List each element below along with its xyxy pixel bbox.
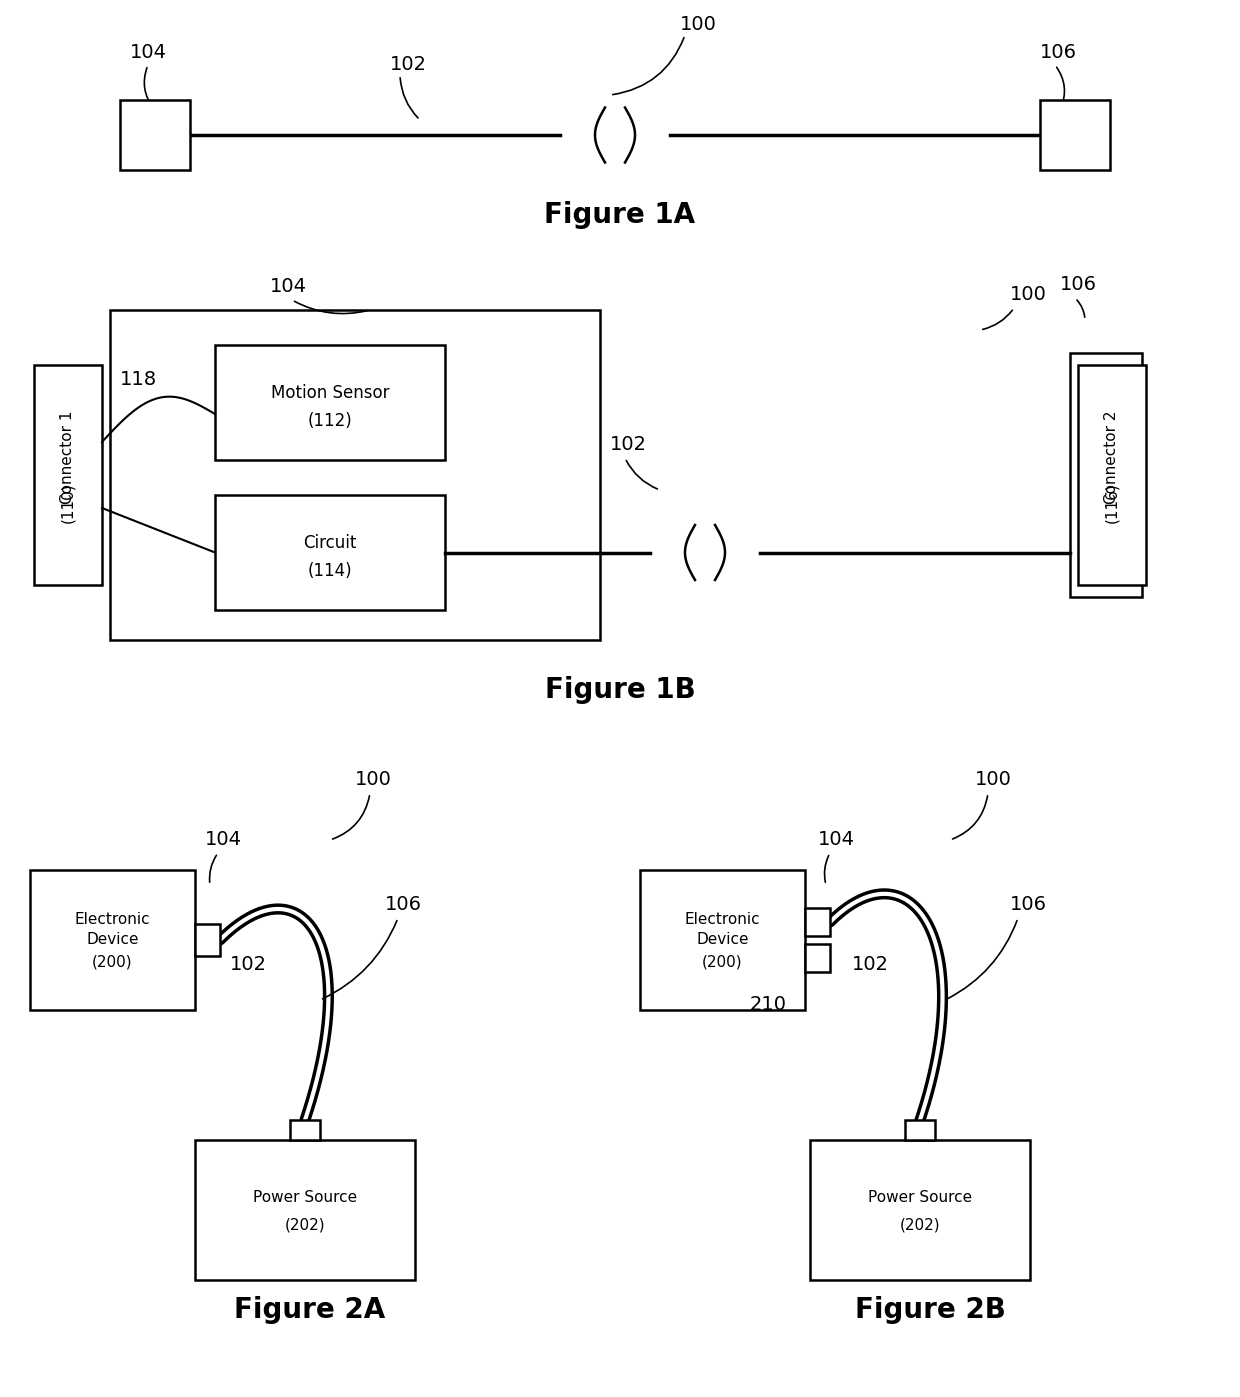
Bar <box>1040 101 1110 170</box>
Text: 106: 106 <box>384 895 422 914</box>
Bar <box>640 870 805 1010</box>
Bar <box>805 944 830 972</box>
Text: 210: 210 <box>750 995 787 1014</box>
Text: 102: 102 <box>229 956 267 974</box>
Bar <box>810 1140 1030 1280</box>
Bar <box>110 310 600 640</box>
Bar <box>215 345 445 460</box>
Bar <box>195 923 219 956</box>
Text: Motion Sensor: Motion Sensor <box>270 384 389 401</box>
Text: Figure 1A: Figure 1A <box>544 201 696 229</box>
Text: 102: 102 <box>852 956 889 974</box>
Text: Power Source: Power Source <box>868 1190 972 1206</box>
Text: Figure 1B: Figure 1B <box>544 676 696 704</box>
Text: 104: 104 <box>130 43 167 61</box>
Text: Connector 1: Connector 1 <box>61 411 76 504</box>
Bar <box>33 365 102 585</box>
Bar <box>195 1140 415 1280</box>
Text: Connector 2: Connector 2 <box>1105 411 1120 504</box>
Text: Electronic: Electronic <box>684 912 760 928</box>
Text: 106: 106 <box>1040 43 1078 61</box>
Text: 100: 100 <box>975 770 1012 789</box>
Text: 102: 102 <box>610 434 647 454</box>
Text: 106: 106 <box>1060 275 1097 293</box>
Bar <box>215 495 445 610</box>
Text: Circuit: Circuit <box>304 534 357 552</box>
Text: (200): (200) <box>702 954 743 970</box>
Text: 100: 100 <box>1011 285 1047 305</box>
Text: 100: 100 <box>680 15 717 34</box>
Text: Figure 2A: Figure 2A <box>234 1296 386 1324</box>
Bar <box>1078 365 1146 585</box>
Text: 118: 118 <box>120 370 157 388</box>
Bar <box>30 870 195 1010</box>
Text: Figure 2B: Figure 2B <box>854 1296 1006 1324</box>
Text: (114): (114) <box>308 562 352 580</box>
Text: (202): (202) <box>285 1218 325 1232</box>
Text: Device: Device <box>87 933 139 947</box>
Text: 106: 106 <box>1011 895 1047 914</box>
Text: (112): (112) <box>308 412 352 429</box>
Text: (200): (200) <box>92 954 133 970</box>
Text: (116): (116) <box>1105 482 1120 524</box>
Bar <box>120 101 190 170</box>
Text: (202): (202) <box>900 1218 940 1232</box>
Text: 104: 104 <box>205 830 242 849</box>
Bar <box>1070 353 1142 597</box>
Bar <box>905 1120 935 1140</box>
Text: Device: Device <box>696 933 749 947</box>
Text: 104: 104 <box>818 830 856 849</box>
Bar <box>805 908 830 936</box>
Bar <box>290 1120 320 1140</box>
Text: 102: 102 <box>391 54 427 74</box>
Text: (110): (110) <box>61 483 76 524</box>
Text: Power Source: Power Source <box>253 1190 357 1206</box>
Text: Electronic: Electronic <box>74 912 150 928</box>
Text: 104: 104 <box>270 277 308 296</box>
Text: 100: 100 <box>355 770 392 789</box>
